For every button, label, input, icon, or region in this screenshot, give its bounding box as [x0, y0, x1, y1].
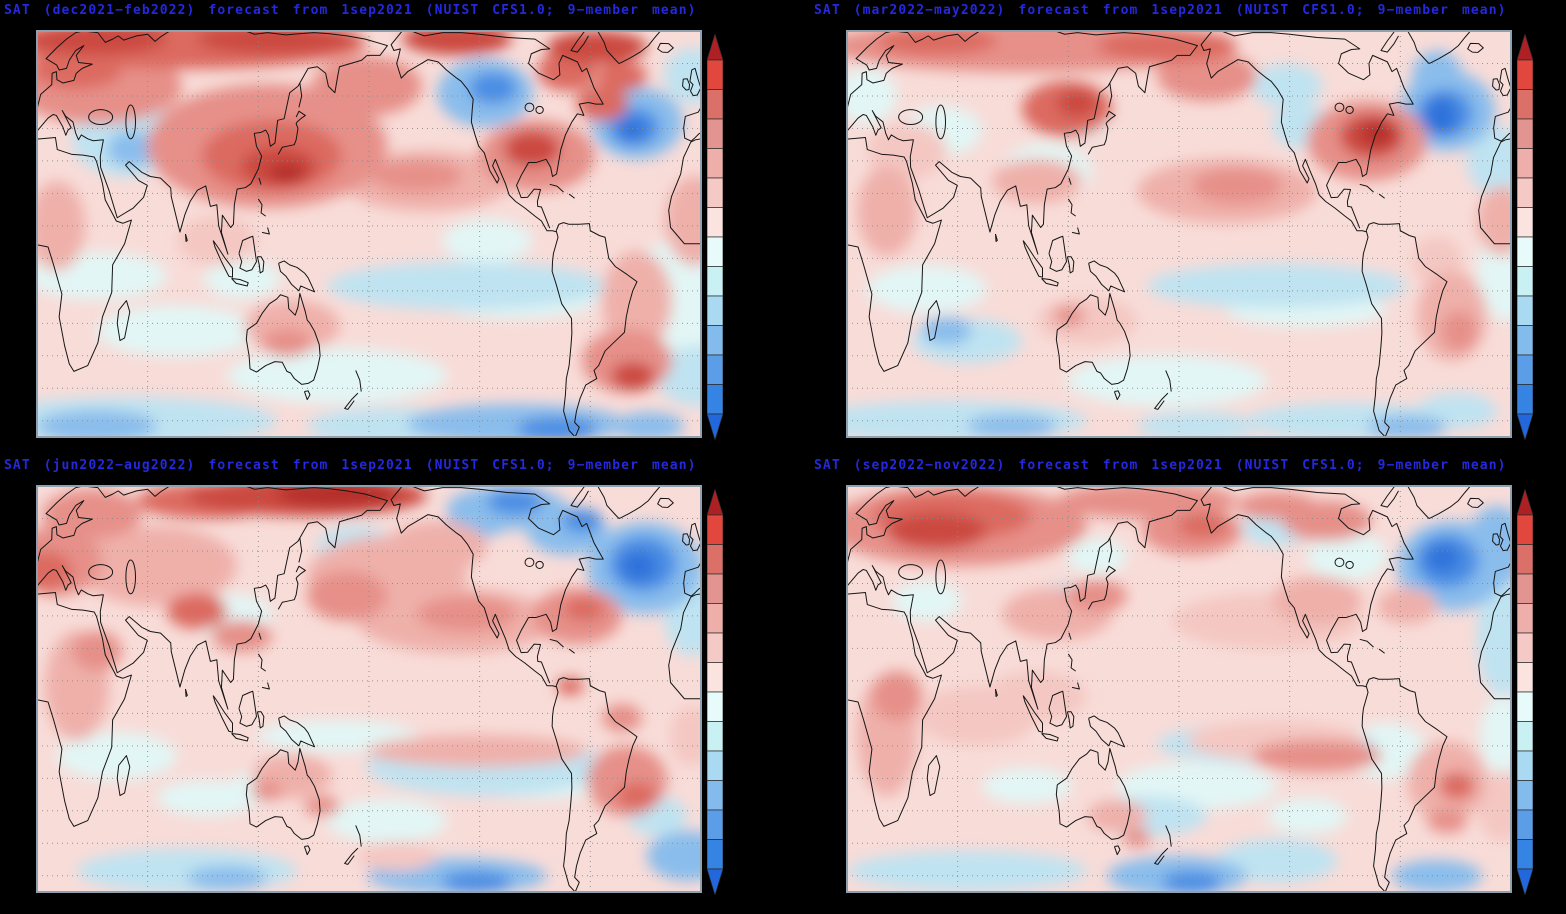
colorbar: [707, 34, 723, 440]
forecast-panel-jja: SAT (jun2022−aug2022) forecast from 1sep…: [0, 455, 756, 910]
colorbar: [1517, 34, 1533, 440]
colorbar: [1517, 489, 1533, 895]
anomaly-map: [846, 30, 1512, 438]
anomaly-map: [846, 485, 1512, 893]
forecast-panel-mam: SAT (mar2022−may2022) forecast from 1sep…: [810, 0, 1566, 455]
colorbar: [707, 489, 723, 895]
panel-title: SAT (dec2021−feb2022) forecast from 1sep…: [4, 3, 697, 18]
panel-title: SAT (sep2022−nov2022) forecast from 1sep…: [814, 458, 1507, 473]
anomaly-map: [36, 30, 702, 438]
forecast-panel-son: SAT (sep2022−nov2022) forecast from 1sep…: [810, 455, 1566, 910]
forecast-panel-djf: SAT (dec2021−feb2022) forecast from 1sep…: [0, 0, 756, 455]
panel-title: SAT (mar2022−may2022) forecast from 1sep…: [814, 3, 1507, 18]
panel-title: SAT (jun2022−aug2022) forecast from 1sep…: [4, 458, 697, 473]
anomaly-map: [36, 485, 702, 893]
